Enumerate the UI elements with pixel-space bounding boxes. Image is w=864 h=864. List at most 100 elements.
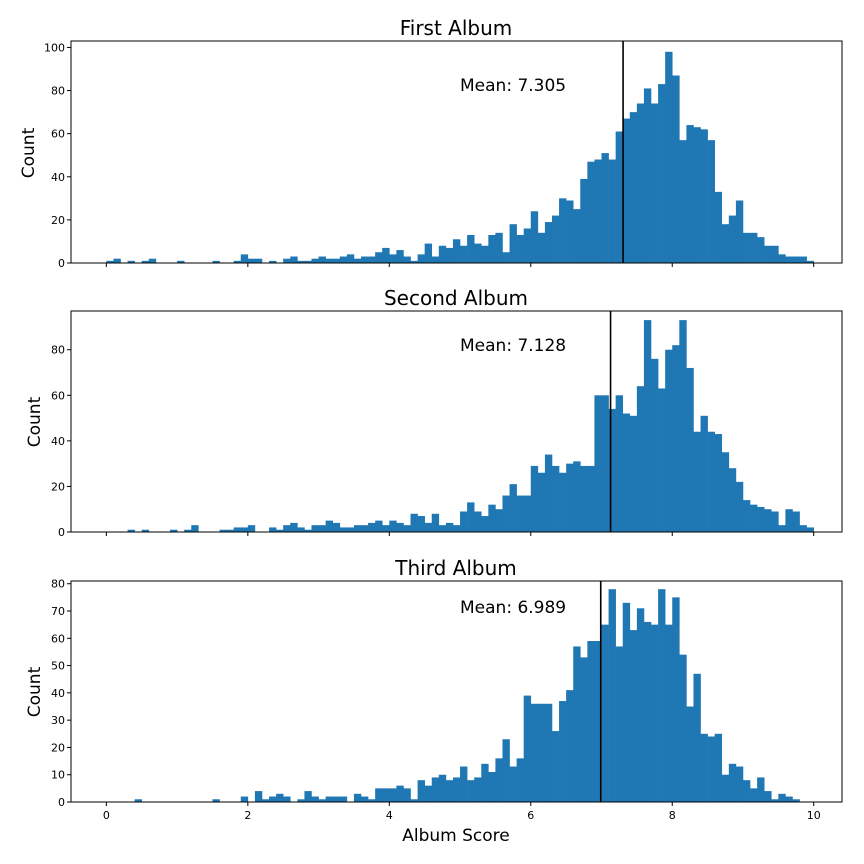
histogram-bar [403,788,411,802]
histogram-bar [474,777,482,802]
histogram-bar [721,224,730,263]
panel-1-axes: 0 20 40 60 80 100 [44,41,815,270]
histogram-bar [346,254,355,263]
histogram-bar [481,245,489,263]
histogram-bar [452,239,461,263]
histogram-bar [651,358,659,532]
histogram-bar [636,103,645,263]
histogram-bar [297,527,305,532]
histogram-bar [474,511,482,532]
histogram-bar [573,461,581,532]
histogram-bar [615,395,624,532]
panel-2-frame [70,310,843,533]
histogram-bar [714,733,723,802]
x-tick-label: 8 [669,809,676,822]
histogram-bar [368,799,376,802]
histogram-bar [382,525,390,532]
panel-1-ylabel: Count [19,127,39,178]
histogram-bar [141,529,150,532]
histogram-bar [283,258,291,263]
histogram-bar [254,791,263,802]
histogram-bar [212,260,220,263]
y-tick-label: 0 [58,526,65,539]
histogram-bar [629,415,638,532]
histogram-bar [750,788,758,802]
y-tick-label: 20 [51,741,65,754]
histogram-bar [346,527,355,532]
histogram-bar [523,495,532,532]
histogram-bar [382,247,390,263]
histogram-bar [290,256,298,263]
histogram-bar [679,140,687,263]
histogram-bar [516,758,524,802]
histogram-bar [806,260,814,263]
histogram-bar [742,780,751,802]
histogram-bar [233,527,242,532]
histogram-bar [318,525,326,532]
histogram-bar [566,463,574,532]
histogram-bar [665,624,673,802]
histogram-bar [410,513,418,532]
y-tick-label: 60 [51,632,65,645]
histogram-bar [700,129,708,263]
histogram-bar [240,254,249,263]
y-tick-label: 80 [51,85,65,98]
histogram-bar [693,127,701,264]
histogram-bar [212,799,220,802]
histogram-bar [226,529,234,532]
histogram-bar [460,766,468,802]
histogram-bar [601,395,609,532]
panel-third-album: Third Album Count Mean: 6.989 0102030405… [25,556,843,846]
histogram-bar [460,511,468,532]
histogram-bar [438,774,447,802]
histogram-bar [361,525,369,532]
panel-2-axes: 0 20 40 60 80 [51,344,815,539]
histogram-bar [297,260,305,263]
panel-1-mean-label: Mean: 7.305 [460,76,566,96]
histogram-bar [382,788,390,802]
histogram-bar [735,200,744,263]
histogram-bar [622,602,631,802]
histogram-bar [353,525,362,532]
histogram-bar [721,774,730,802]
histogram-bar [417,254,425,263]
panel-1-title: First Album [400,16,513,40]
y-tick-label: 0 [58,796,65,809]
histogram-bar [672,597,680,802]
histogram-bar [608,408,616,532]
histogram-bar [580,465,588,532]
histogram-bar [707,431,715,532]
histogram-bar [431,513,440,532]
panel-second-album: Second Album Count Mean: 7.128 0 20 40 60 80 [25,286,843,539]
histogram-bar [445,522,454,532]
histogram-bar [106,260,114,263]
y-tick-label: 0 [58,257,65,270]
histogram-bar [679,654,687,802]
histogram-bar [502,252,510,263]
histogram-bar [764,245,772,263]
panel-2-mean-label: Mean: 7.128 [460,336,566,356]
histogram-bar [375,252,383,263]
histogram-bar [311,525,319,532]
histogram-bar [601,624,609,802]
histogram-bar [771,245,779,263]
histogram-bar [332,796,341,802]
histogram-bar [792,511,800,532]
histogram-bar [127,529,135,532]
histogram-bar [283,525,291,532]
histogram-bar [771,511,779,532]
histogram-bar [254,258,263,263]
histogram-bar [658,388,666,532]
histogram-bar [403,525,411,532]
histogram-bar [276,793,284,802]
histogram-bar [636,608,645,802]
histogram-bar [410,799,418,802]
histogram-bar [247,525,256,532]
y-tick-label: 100 [44,41,65,54]
histogram-bar [113,258,121,263]
histogram-bar [389,254,397,263]
histogram-bar [742,500,751,532]
histogram-bar [368,522,376,532]
panel-3-axes: 0 10 20 30 40 50 60 70 80 0 2 4 6 8 10 [51,578,821,822]
histogram-bar [353,258,362,263]
